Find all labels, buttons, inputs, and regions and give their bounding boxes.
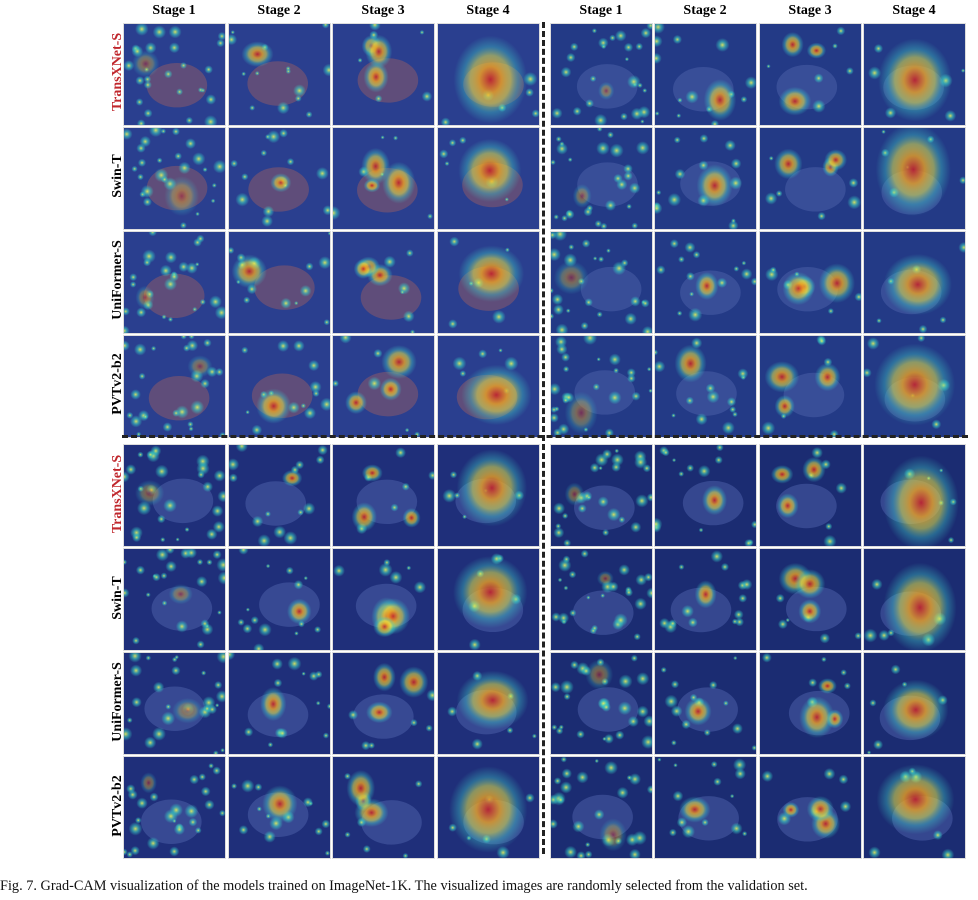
heatmap-top-right-uniformer-stage-1 — [550, 231, 653, 334]
heatmap-bottom-right-pvtv2-stage-3 — [759, 756, 862, 859]
stage-header-right-4: Stage 4 — [892, 3, 936, 18]
heatmap-bottom-left-swin-stage-4 — [437, 548, 540, 651]
heatmap-bottom-right-transxnet-stage-1 — [550, 444, 653, 547]
heatmap-top-left-uniformer-stage-3 — [332, 231, 435, 334]
heatmap-top-left-swin-stage-4 — [437, 127, 540, 230]
heatmap-bottom-left-uniformer-stage-2 — [228, 652, 331, 755]
heatmap-bottom-right-transxnet-stage-3 — [759, 444, 862, 547]
heatmap-bottom-left-transxnet-stage-3 — [332, 444, 435, 547]
heatmap-top-right-swin-stage-2 — [654, 127, 757, 230]
heatmap-top-right-transxnet-stage-1 — [550, 23, 653, 126]
heatmap-top-right-swin-stage-4 — [863, 127, 966, 230]
heatmap-top-left-transxnet-stage-2 — [228, 23, 331, 126]
heatmap-top-right-uniformer-stage-2 — [654, 231, 757, 334]
heatmap-bottom-left-pvtv2-stage-3 — [332, 756, 435, 859]
horizontal-divider — [122, 435, 968, 438]
heatmap-top-right-transxnet-stage-3 — [759, 23, 862, 126]
heatmap-bottom-right-pvtv2-stage-4 — [863, 756, 966, 859]
stage-header-right-2: Stage 2 — [683, 3, 727, 18]
heatmap-top-right-transxnet-stage-2 — [654, 23, 757, 126]
heatmap-top-left-pvtv2-stage-3 — [332, 335, 435, 438]
heatmap-top-left-transxnet-stage-4 — [437, 23, 540, 126]
stage-header-left-3: Stage 3 — [361, 3, 405, 18]
heatmap-top-left-uniformer-stage-1 — [123, 231, 226, 334]
heatmap-top-left-uniformer-stage-2 — [228, 231, 331, 334]
heatmap-top-right-pvtv2-stage-3 — [759, 335, 862, 438]
stage-header-right-3: Stage 3 — [788, 3, 832, 18]
heatmap-top-right-swin-stage-1 — [550, 127, 653, 230]
heatmap-bottom-right-swin-stage-4 — [863, 548, 966, 651]
heatmap-bottom-right-swin-stage-3 — [759, 548, 862, 651]
heatmap-bottom-left-swin-stage-3 — [332, 548, 435, 651]
heatmap-bottom-right-pvtv2-stage-2 — [654, 756, 757, 859]
heatmap-top-left-pvtv2-stage-1 — [123, 335, 226, 438]
stage-header-left-1: Stage 1 — [152, 3, 196, 18]
heatmap-top-right-swin-stage-3 — [759, 127, 862, 230]
heatmap-top-right-transxnet-stage-4 — [863, 23, 966, 126]
heatmap-top-left-swin-stage-1 — [123, 127, 226, 230]
heatmap-bottom-right-uniformer-stage-2 — [654, 652, 757, 755]
heatmap-top-left-transxnet-stage-3 — [332, 23, 435, 126]
heatmap-bottom-right-swin-stage-1 — [550, 548, 653, 651]
heatmap-bottom-right-transxnet-stage-2 — [654, 444, 757, 547]
heatmap-top-right-pvtv2-stage-2 — [654, 335, 757, 438]
heatmap-bottom-right-uniformer-stage-1 — [550, 652, 653, 755]
heatmap-bottom-right-uniformer-stage-4 — [863, 652, 966, 755]
stage-header-left-2: Stage 2 — [257, 3, 301, 18]
heatmap-bottom-left-transxnet-stage-2 — [228, 444, 331, 547]
heatmap-top-left-uniformer-stage-4 — [437, 231, 540, 334]
heatmap-bottom-left-uniformer-stage-3 — [332, 652, 435, 755]
heatmap-bottom-right-transxnet-stage-4 — [863, 444, 966, 547]
stage-header-right-1: Stage 1 — [579, 3, 623, 18]
figure-caption: Fig. 7. Grad-CAM visualization of the mo… — [0, 878, 808, 894]
heatmap-top-left-pvtv2-stage-2 — [228, 335, 331, 438]
heatmap-bottom-left-pvtv2-stage-4 — [437, 756, 540, 859]
heatmap-bottom-left-swin-stage-2 — [228, 548, 331, 651]
vertical-divider — [542, 22, 545, 854]
heatmap-bottom-left-pvtv2-stage-2 — [228, 756, 331, 859]
heatmap-top-left-pvtv2-stage-4 — [437, 335, 540, 438]
heatmap-bottom-left-uniformer-stage-4 — [437, 652, 540, 755]
heatmap-top-right-uniformer-stage-3 — [759, 231, 862, 334]
heatmap-bottom-left-transxnet-stage-1 — [123, 444, 226, 547]
heatmap-top-left-swin-stage-2 — [228, 127, 331, 230]
heatmap-bottom-left-transxnet-stage-4 — [437, 444, 540, 547]
heatmap-bottom-left-swin-stage-1 — [123, 548, 226, 651]
heatmap-bottom-left-uniformer-stage-1 — [123, 652, 226, 755]
heatmap-bottom-right-swin-stage-2 — [654, 548, 757, 651]
heatmap-top-left-transxnet-stage-1 — [123, 23, 226, 126]
heatmap-bottom-right-pvtv2-stage-1 — [550, 756, 653, 859]
stage-header-left-4: Stage 4 — [466, 3, 510, 18]
heatmap-top-right-uniformer-stage-4 — [863, 231, 966, 334]
heatmap-top-right-pvtv2-stage-4 — [863, 335, 966, 438]
heatmap-bottom-left-pvtv2-stage-1 — [123, 756, 226, 859]
heatmap-bottom-right-uniformer-stage-3 — [759, 652, 862, 755]
heatmap-top-right-pvtv2-stage-1 — [550, 335, 653, 438]
heatmap-top-left-swin-stage-3 — [332, 127, 435, 230]
